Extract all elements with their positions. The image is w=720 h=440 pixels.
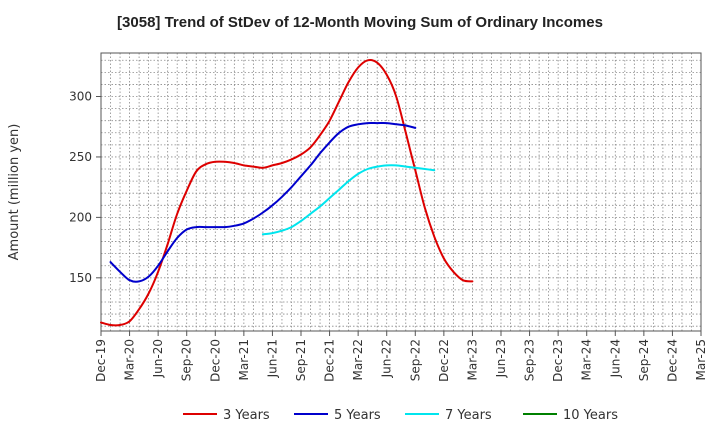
x-tick-label: Dec-23 xyxy=(551,339,565,382)
x-tick-label: Jun-22 xyxy=(380,339,394,378)
x-tick-label: Sep-21 xyxy=(294,339,308,381)
x-tick-label: Jun-20 xyxy=(151,339,165,378)
x-tick-label: Sep-24 xyxy=(637,339,651,381)
y-tick-label: 300 xyxy=(69,90,92,104)
x-tick-label: Jun-23 xyxy=(494,339,508,378)
y-axis-title: Amount (million yen) xyxy=(7,124,22,261)
series-lines xyxy=(100,58,474,327)
x-tick-label: Dec-19 xyxy=(94,339,108,382)
x-tick-label: Dec-21 xyxy=(323,339,337,382)
gridlines xyxy=(101,53,701,331)
plot-area xyxy=(100,52,702,332)
x-tick-label: Sep-20 xyxy=(180,339,194,381)
x-tick-label: Mar-25 xyxy=(694,339,708,380)
chart-title: [3058] Trend of StDev of 12-Month Moving… xyxy=(117,14,603,31)
x-tick-label: Sep-22 xyxy=(408,339,422,381)
x-tick-label: Mar-23 xyxy=(465,339,479,380)
y-tick-label: 200 xyxy=(69,210,92,224)
y-axis-ticks: 150 200 250 300 xyxy=(69,90,101,285)
legend: 3 Years 5 Years 7 Years 10 Years xyxy=(183,408,618,423)
legend-label: 5 Years xyxy=(334,408,381,423)
x-tick-label: Dec-24 xyxy=(665,339,679,382)
x-tick-label: Mar-24 xyxy=(580,339,594,380)
x-tick-label: Jun-24 xyxy=(608,339,622,378)
x-tick-label: Jun-21 xyxy=(265,339,279,378)
legend-label: 10 Years xyxy=(563,408,618,423)
x-tick-label: Dec-22 xyxy=(437,339,451,382)
legend-label: 7 Years xyxy=(445,408,492,423)
x-tick-label: Mar-20 xyxy=(123,339,137,380)
x-axis-ticks: Dec-19 Mar-20 Jun-20 Sep-20 Dec-20 Mar-21 Jun-… xyxy=(94,331,708,382)
y-tick-label: 250 xyxy=(69,150,92,164)
x-tick-label: Dec-20 xyxy=(208,339,222,382)
legend-label: 3 Years xyxy=(223,408,270,423)
series-line-5-years xyxy=(109,122,417,283)
x-tick-label: Sep-23 xyxy=(523,339,537,381)
x-tick-label: Mar-21 xyxy=(237,339,251,380)
y-tick-label: 150 xyxy=(69,271,92,285)
x-tick-label: Mar-22 xyxy=(351,339,365,380)
series-line-7-years xyxy=(261,164,436,236)
